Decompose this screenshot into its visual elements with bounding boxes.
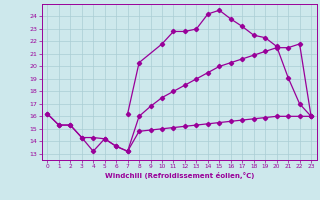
X-axis label: Windchill (Refroidissement éolien,°C): Windchill (Refroidissement éolien,°C) (105, 172, 254, 179)
